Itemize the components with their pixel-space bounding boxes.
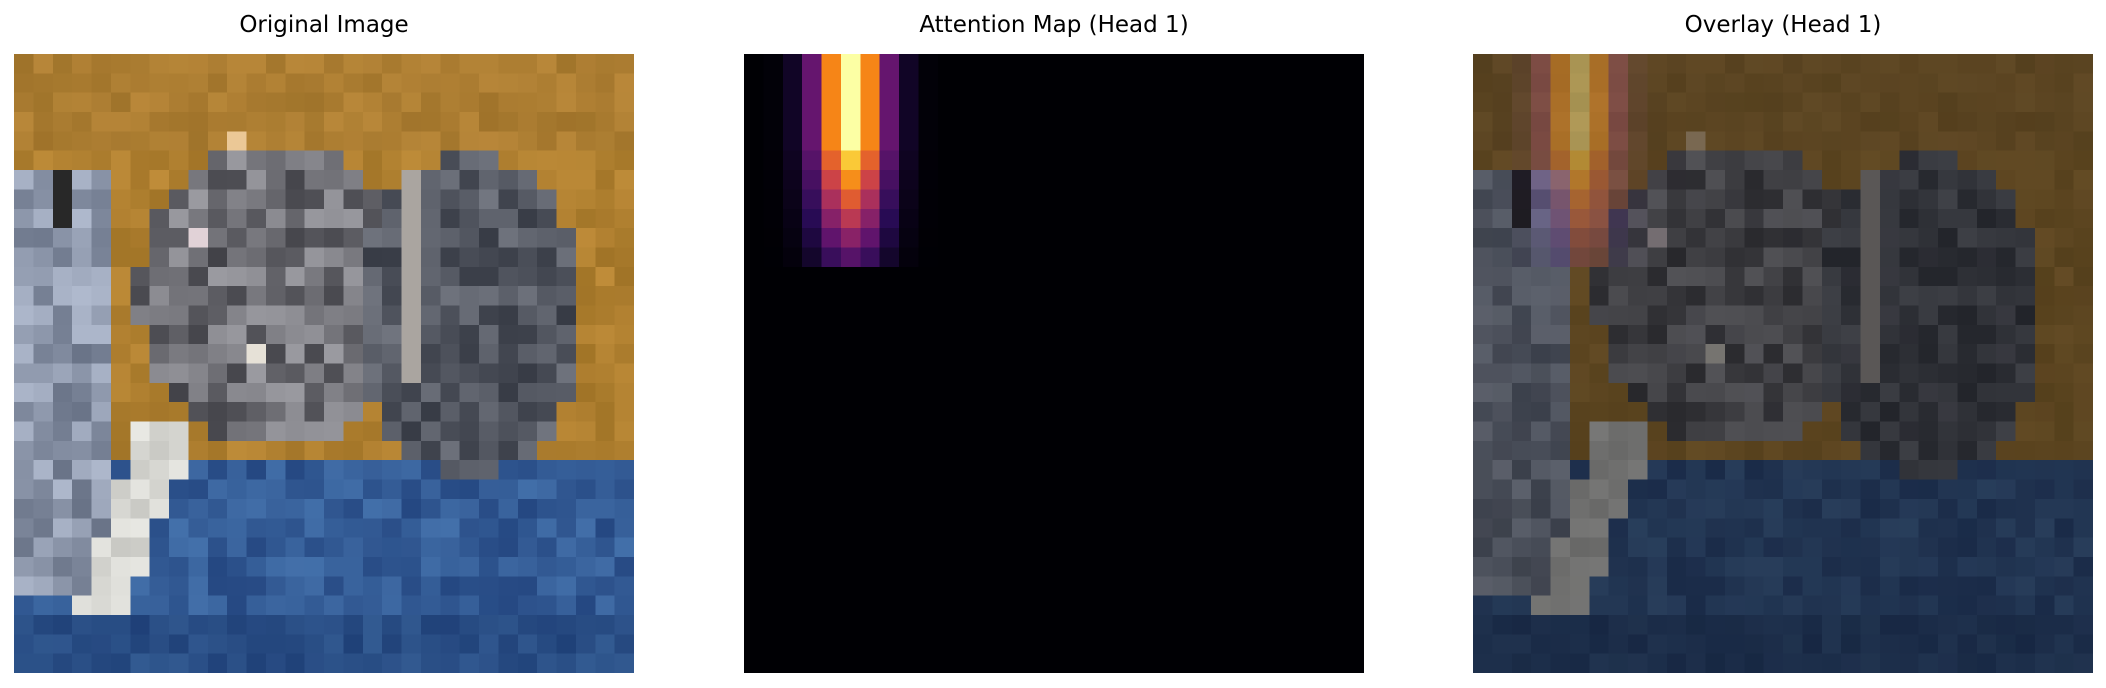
- panel-title-original: Original Image: [239, 12, 409, 38]
- overlay-image: [1473, 54, 2093, 673]
- attention-map-panel: Attention Map (Head 1): [744, 0, 1364, 688]
- overlay-panel: Overlay (Head 1): [1473, 0, 2093, 688]
- original-image: [14, 54, 634, 673]
- panel-title-attention: Attention Map (Head 1): [919, 12, 1189, 38]
- original-image-panel: Original Image: [14, 0, 634, 688]
- attention-map-image: [744, 54, 1364, 673]
- panel-title-overlay: Overlay (Head 1): [1684, 12, 1882, 38]
